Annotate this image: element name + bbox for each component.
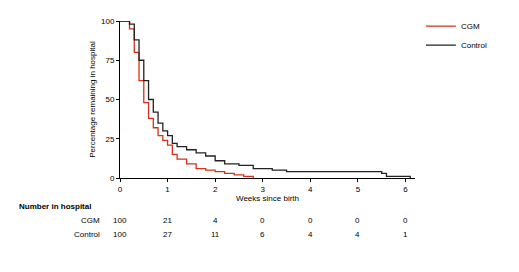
svg-text:21: 21: [163, 216, 172, 225]
svg-text:100: 100: [113, 216, 127, 225]
svg-text:11: 11: [211, 230, 220, 239]
svg-text:Control: Control: [74, 230, 100, 239]
svg-text:1: 1: [165, 185, 170, 194]
svg-text:27: 27: [163, 230, 172, 239]
svg-text:100: 100: [113, 230, 127, 239]
svg-text:50: 50: [105, 95, 114, 104]
svg-text:0: 0: [355, 216, 360, 225]
svg-text:75: 75: [105, 56, 114, 65]
svg-text:0: 0: [118, 185, 123, 194]
svg-text:0: 0: [110, 174, 115, 183]
svg-text:25: 25: [105, 135, 114, 144]
svg-text:4: 4: [355, 230, 360, 239]
svg-text:0: 0: [260, 216, 265, 225]
svg-text:1: 1: [403, 230, 408, 239]
svg-text:CGM: CGM: [81, 216, 100, 225]
svg-text:100: 100: [101, 17, 115, 26]
svg-text:4: 4: [308, 185, 313, 194]
svg-text:0: 0: [308, 216, 313, 225]
svg-text:Number in hospital: Number in hospital: [19, 202, 91, 211]
svg-text:6: 6: [260, 230, 265, 239]
svg-text:3: 3: [261, 185, 266, 194]
svg-text:Weeks since birth: Weeks since birth: [236, 194, 299, 203]
svg-text:4: 4: [308, 230, 313, 239]
svg-text:CGM: CGM: [461, 22, 480, 31]
svg-text:4: 4: [213, 216, 218, 225]
svg-text:5: 5: [356, 185, 361, 194]
svg-text:Control: Control: [461, 41, 487, 50]
svg-text:Percentage remaining in hospit: Percentage remaining in hospital: [88, 41, 97, 158]
svg-text:0: 0: [403, 216, 408, 225]
svg-text:2: 2: [213, 185, 218, 194]
svg-text:6: 6: [403, 185, 408, 194]
